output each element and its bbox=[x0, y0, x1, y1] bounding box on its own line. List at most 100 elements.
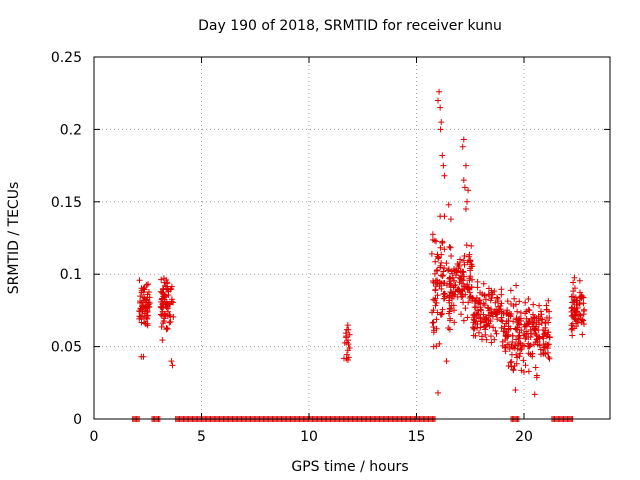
data-point bbox=[432, 258, 439, 265]
x-axis-ticks: 0 5 10 15 20 bbox=[90, 57, 533, 445]
data-point bbox=[441, 265, 448, 272]
data-point bbox=[545, 354, 552, 361]
data-point bbox=[516, 315, 523, 322]
data-point bbox=[460, 257, 467, 264]
data-point bbox=[531, 314, 538, 321]
data-point bbox=[466, 285, 473, 292]
data-point bbox=[461, 261, 468, 268]
data-point bbox=[527, 326, 534, 333]
data-point bbox=[449, 295, 456, 302]
data-point bbox=[464, 314, 471, 321]
data-point bbox=[524, 320, 531, 327]
data-point bbox=[462, 291, 469, 298]
data-point bbox=[464, 259, 471, 266]
x-axis-label: GPS time / hours bbox=[291, 459, 408, 475]
data-point bbox=[433, 238, 440, 245]
data-point bbox=[429, 231, 436, 238]
data-point bbox=[430, 319, 437, 326]
data-point bbox=[440, 268, 447, 275]
data-point bbox=[166, 319, 173, 326]
x-tick-label: 5 bbox=[197, 429, 206, 445]
data-point bbox=[163, 304, 170, 311]
data-point bbox=[545, 319, 552, 326]
x-tick-label: 15 bbox=[408, 429, 426, 445]
data-point bbox=[497, 303, 504, 310]
data-point bbox=[468, 242, 475, 249]
chart-title: Day 190 of 2018, SRMTID for receiver kun… bbox=[198, 18, 502, 34]
data-point bbox=[572, 313, 579, 320]
data-point bbox=[465, 253, 472, 260]
data-point bbox=[505, 311, 512, 318]
data-point bbox=[519, 342, 526, 349]
axes bbox=[93, 56, 611, 420]
data-point bbox=[143, 314, 150, 321]
data-point bbox=[168, 285, 175, 292]
data-point bbox=[344, 357, 351, 364]
data-point bbox=[450, 302, 457, 309]
data-point bbox=[482, 331, 489, 338]
data-point bbox=[439, 310, 446, 317]
data-point bbox=[460, 136, 467, 143]
y-tick-label: 0.05 bbox=[51, 340, 82, 356]
data-point bbox=[440, 162, 447, 169]
data-point bbox=[435, 389, 441, 396]
data-point bbox=[447, 305, 454, 312]
data-point bbox=[511, 295, 518, 302]
data-point bbox=[161, 318, 168, 325]
data-point bbox=[542, 343, 549, 350]
data-point bbox=[140, 289, 147, 296]
data-point bbox=[532, 364, 539, 371]
data-point bbox=[540, 350, 547, 357]
data-point bbox=[429, 319, 436, 326]
data-point bbox=[142, 320, 149, 327]
data-point bbox=[498, 286, 505, 293]
data-point bbox=[433, 267, 440, 274]
x-tick-label: 20 bbox=[515, 429, 533, 445]
data-point bbox=[479, 336, 486, 343]
data-point bbox=[163, 326, 170, 333]
data-point bbox=[513, 282, 520, 289]
data-point bbox=[458, 290, 465, 297]
data-point bbox=[510, 344, 517, 351]
data-point bbox=[491, 288, 498, 295]
data-point bbox=[523, 315, 530, 322]
y-tick-label: 0 bbox=[73, 412, 82, 428]
data-point bbox=[160, 300, 167, 307]
data-point bbox=[522, 310, 529, 317]
data-point bbox=[520, 332, 527, 339]
data-point bbox=[478, 307, 485, 314]
data-point bbox=[438, 285, 445, 292]
data-point bbox=[535, 333, 542, 340]
data-point bbox=[470, 325, 477, 332]
data-point bbox=[505, 323, 512, 330]
data-point bbox=[346, 344, 353, 351]
data-point bbox=[526, 307, 533, 314]
data-point bbox=[464, 198, 471, 205]
data-point bbox=[518, 367, 525, 374]
data-point bbox=[476, 299, 483, 306]
x-tick-label: 0 bbox=[90, 429, 99, 445]
data-point bbox=[489, 313, 496, 320]
data-point bbox=[430, 307, 437, 314]
data-point bbox=[498, 314, 505, 321]
data-point bbox=[158, 323, 165, 330]
data-point bbox=[570, 299, 577, 306]
data-point bbox=[435, 97, 441, 104]
data-point bbox=[526, 343, 533, 350]
data-point bbox=[463, 242, 470, 249]
data-point bbox=[445, 325, 452, 332]
data-point bbox=[430, 343, 437, 350]
data-point bbox=[494, 295, 501, 302]
data-point bbox=[492, 299, 499, 306]
data-point bbox=[494, 309, 501, 316]
data-point bbox=[521, 330, 528, 337]
data-point bbox=[532, 325, 539, 332]
data-point bbox=[491, 336, 498, 343]
data-point bbox=[432, 302, 439, 309]
data-point bbox=[569, 332, 576, 339]
data-point bbox=[516, 329, 523, 336]
data-point bbox=[455, 286, 462, 293]
data-point bbox=[511, 363, 518, 370]
data-point bbox=[447, 216, 454, 223]
data-point bbox=[475, 310, 482, 317]
